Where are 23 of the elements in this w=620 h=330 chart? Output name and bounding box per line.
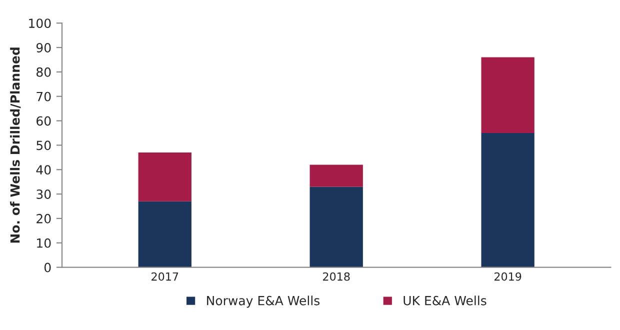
y-tick-label: 70 bbox=[36, 92, 51, 102]
y-axis-title: No. of Wells Drilled/Planned bbox=[10, 48, 21, 243]
bar bbox=[138, 201, 192, 268]
bar bbox=[310, 164, 363, 187]
bar bbox=[138, 152, 192, 202]
y-tick-label: 20 bbox=[36, 214, 51, 224]
x-tick-label: 2019 bbox=[494, 272, 522, 281]
y-tick-label: 40 bbox=[36, 165, 51, 175]
y-tick-label: 30 bbox=[36, 190, 51, 199]
y-tick-label: 100 bbox=[29, 18, 51, 28]
y-tick-label: 0 bbox=[44, 262, 51, 272]
bar bbox=[481, 57, 534, 133]
bar bbox=[310, 186, 363, 268]
y-tick-label: 50 bbox=[36, 140, 51, 150]
y-tick-label: 10 bbox=[37, 238, 51, 248]
y-tick-label: 90 bbox=[36, 42, 51, 52]
bar bbox=[481, 132, 534, 268]
legend-label: Norway E&A Wells bbox=[207, 296, 320, 308]
x-tick-label: 2017 bbox=[152, 272, 178, 281]
legend-label: UK E&A Wells bbox=[404, 296, 486, 306]
x-tick-label: 2018 bbox=[323, 272, 350, 281]
y-tick-label: 80 bbox=[36, 67, 51, 77]
y-tick-label: 60 bbox=[36, 116, 51, 126]
